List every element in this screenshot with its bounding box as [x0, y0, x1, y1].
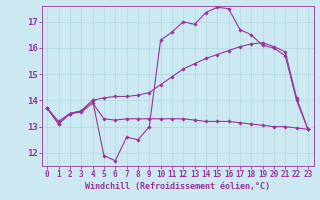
X-axis label: Windchill (Refroidissement éolien,°C): Windchill (Refroidissement éolien,°C) [85, 182, 270, 191]
